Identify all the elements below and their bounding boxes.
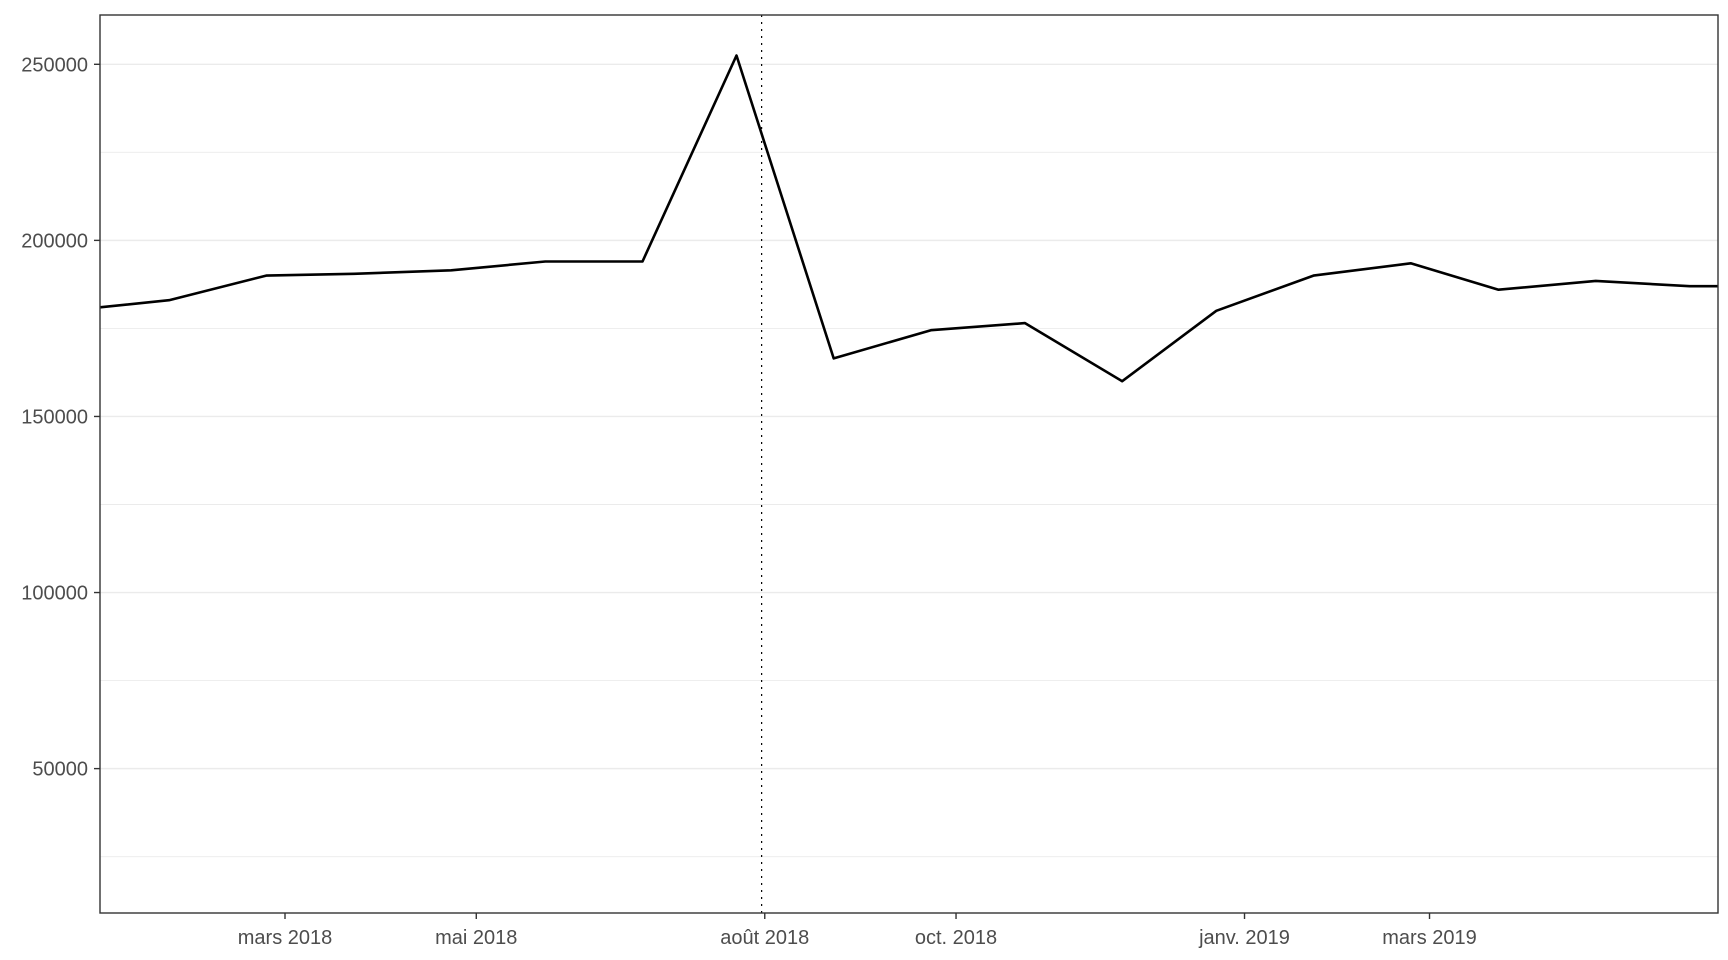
plot-panel-border: [99, 14, 1719, 914]
x-tick-label: mars 2018: [238, 927, 333, 949]
x-tick-label: mars 2019: [1382, 927, 1477, 949]
axis-tick-labels: 50000 100000 150000 200000 250000 mars 2018 ma…: [21, 54, 1477, 949]
axis-ticks: [94, 63, 1431, 919]
x-tick-label: oct. 2018: [915, 927, 997, 949]
x-tick-label: août 2018: [720, 927, 809, 949]
y-tick-label: 100000: [21, 583, 88, 605]
series-layer: [99, 54, 1718, 383]
y-tick-label: 50000: [32, 759, 88, 781]
series-line: [99, 54, 1718, 383]
x-tick-label: janv. 2019: [1198, 927, 1290, 949]
y-tick-label: 200000: [21, 230, 88, 252]
y-tick-label: 150000: [21, 406, 88, 428]
x-tick-label: mai 2018: [435, 927, 517, 949]
y-tick-label: 250000: [21, 54, 88, 76]
grid-lines: [100, 63, 1718, 858]
